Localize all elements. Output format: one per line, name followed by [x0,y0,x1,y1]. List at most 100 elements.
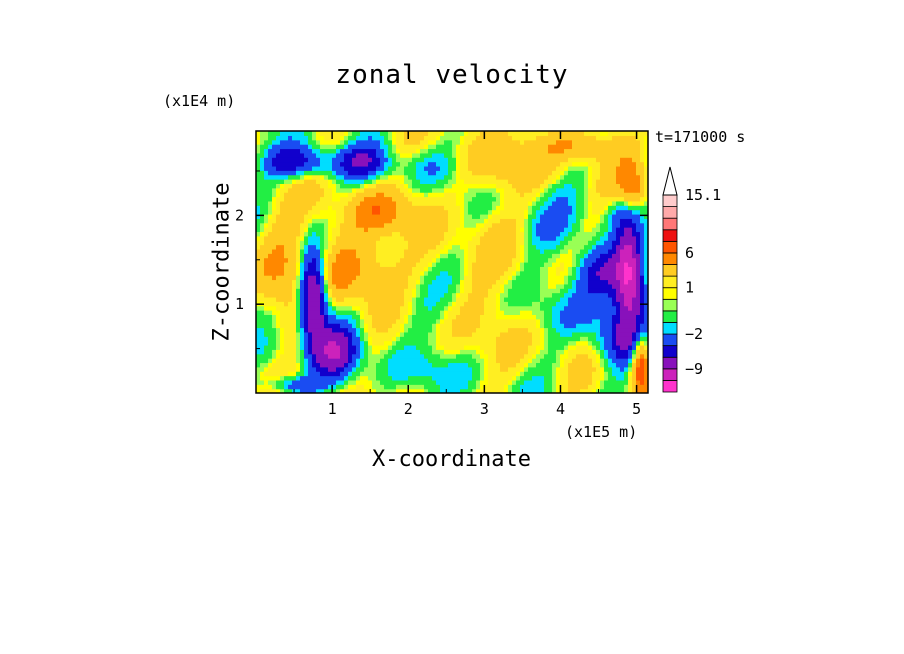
field-cell [528,144,533,150]
field-cell [268,144,273,150]
field-cell [332,165,337,171]
field-cell [420,344,425,350]
field-cell [404,253,409,259]
field-cell [508,165,513,171]
field-cell [476,209,481,215]
field-cell [548,213,553,219]
field-cell [312,318,317,324]
field-cell [268,384,273,390]
field-cell [312,305,317,311]
field-cell [396,327,401,333]
field-cell [464,340,469,346]
field-cell [296,161,301,167]
field-cell [524,340,529,346]
field-cell [392,196,397,202]
field-cell [484,157,489,163]
field-cell [460,200,465,206]
field-cell [296,248,301,254]
field-cell [448,235,453,241]
field-cell [352,327,357,333]
field-cell [564,231,569,237]
field-cell [336,288,341,294]
field-cell [564,310,569,315]
field-cell [384,187,389,193]
field-cell [516,323,521,329]
field-cell [280,323,285,329]
field-cell [268,165,273,171]
field-cell [308,222,313,228]
field-cell [560,152,565,158]
field-cell [456,318,461,324]
field-cell [304,318,309,324]
field-cell [484,362,489,368]
field-cell [372,235,377,241]
field-cell [332,292,337,298]
field-cell [312,323,317,329]
field-cell [472,227,477,233]
field-cell [340,358,345,364]
field-cell [504,379,509,385]
field-cell [436,362,441,368]
field-cell [444,301,449,307]
field-cell [316,336,321,342]
field-cell [564,349,569,355]
field-cell [296,235,301,241]
field-cell [568,196,573,202]
field-cell [568,174,573,180]
field-cell [500,157,505,163]
field-cell [300,196,305,202]
field-cell [440,270,445,276]
field-cell [456,235,461,241]
field-cell [536,161,541,167]
field-cell [584,161,589,167]
field-cell [516,327,521,333]
field-cell [356,174,361,180]
field-cell [512,379,517,385]
field-cell [432,270,437,276]
field-cell [372,371,377,377]
field-cell [408,310,413,315]
field-cell [276,353,281,359]
field-cell [396,301,401,307]
field-cell [340,174,345,180]
field-cell [264,244,269,250]
field-cell [532,152,537,158]
field-cell [260,388,265,393]
field-cell [348,192,353,198]
field-cell [524,139,529,145]
field-cell [448,353,453,359]
field-cell [320,388,325,393]
field-cell [424,301,429,307]
field-cell [568,144,573,150]
field-cell [532,222,537,228]
field-cell [264,266,269,272]
field-cell [344,314,349,320]
field-cell [320,384,325,390]
field-cell [384,296,389,302]
field-cell [396,235,401,241]
field-cell [412,331,417,337]
field-cell [456,139,461,145]
field-cell [272,344,277,350]
field-cell [436,310,441,315]
field-cell [376,131,381,136]
field-cell [548,358,553,364]
field-cell [480,174,485,180]
field-cell [388,336,393,342]
field-cell [264,366,269,372]
field-cell [264,353,269,359]
field-cell [320,327,325,333]
field-cell [576,257,581,263]
field-cell [436,209,441,215]
field-cell [260,174,265,180]
field-cell [468,240,473,246]
field-cell [544,187,549,193]
field-cell [488,218,493,224]
field-cell [472,384,477,390]
field-cell [440,318,445,324]
field-cell [456,301,461,307]
field-cell [352,218,357,224]
field-cell [376,157,381,163]
field-cell [308,336,313,342]
field-cell [528,248,533,254]
